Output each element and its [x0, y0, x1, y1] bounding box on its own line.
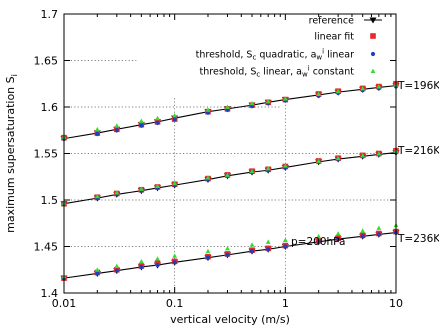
threshold-linear-point	[265, 165, 271, 171]
threshold-quadratic-point	[316, 239, 321, 244]
grid-lines	[64, 60, 396, 293]
y-tick-label: 1.45	[34, 241, 59, 254]
threshold-linear-point	[376, 225, 382, 230]
threshold-quadratic-point	[225, 252, 230, 257]
threshold-quadratic-point	[155, 263, 160, 268]
threshold-quadratic-point	[336, 236, 341, 242]
threshold-linear-point	[114, 263, 120, 269]
threshold-linear-point	[335, 155, 341, 161]
threshold-linear-point	[282, 237, 288, 242]
threshold-linear-point	[376, 151, 382, 156]
threshold-quadratic-point	[139, 123, 144, 128]
legend-label: reference	[309, 16, 355, 27]
y-axis-label: maximum supersaturation Si	[4, 74, 19, 233]
x-tick-label: 0.01	[52, 297, 77, 310]
x-axis-label: vertical velocity (m/s)	[170, 313, 290, 326]
threshold-quadratic-point	[249, 249, 255, 254]
y-tick-label: 1.7	[41, 8, 59, 21]
y-tick-label: 1.65	[34, 55, 59, 68]
threshold-quadratic-point	[172, 260, 177, 265]
x-tick-label: 10	[389, 297, 403, 310]
threshold-quadratic-point	[95, 131, 100, 137]
threshold-quadratic-point	[114, 128, 119, 133]
threshold-quadratic-point	[376, 232, 381, 237]
y-tick-label: 1.6	[41, 101, 59, 114]
threshold-linear-point	[249, 100, 255, 106]
legend-marker	[369, 17, 377, 24]
threshold-linear-point	[360, 228, 366, 233]
legend-label: linear fit	[314, 32, 354, 43]
legend-label: threshold, Sc linear, awi constant	[200, 65, 355, 79]
temperature-label-236k: T=236K	[397, 233, 439, 245]
pressure-annotation: p=200hPa	[291, 236, 345, 248]
threshold-quadratic-point	[283, 244, 288, 249]
threshold-linear-point	[94, 126, 100, 132]
y-axis-label-main: maximum supersaturation S	[4, 76, 17, 232]
threshold-linear-point	[172, 180, 178, 186]
legend-marker	[370, 51, 376, 57]
temperature-label-196k: T=196K	[397, 80, 439, 92]
threshold-linear-point	[282, 96, 288, 101]
threshold-quadratic-point	[139, 264, 144, 270]
threshold-linear-point	[138, 118, 144, 123]
series-threshold-sc-linear-aw-i-constant	[61, 82, 399, 279]
axis-ticks: 1.4 1.45 1.5 1.55 1.6 1.65 1.7 0.01 0.1 1 10	[34, 8, 404, 310]
threshold-linear-point	[155, 115, 160, 121]
series-line	[63, 232, 397, 279]
threshold-quadratic-point	[172, 116, 177, 122]
threshold-quadratic-point	[205, 255, 211, 260]
legend-marker	[370, 68, 376, 73]
threshold-linear-point	[316, 158, 322, 163]
threshold-linear-point	[114, 123, 120, 128]
threshold-linear-point	[172, 112, 178, 118]
threshold-quadratic-point	[155, 120, 160, 125]
threshold-linear-point	[205, 248, 211, 254]
threshold-linear-point	[225, 172, 230, 177]
y-axis-label-subscript: i	[10, 74, 19, 76]
threshold-linear-point	[316, 233, 322, 239]
threshold-linear-point	[155, 256, 160, 261]
threshold-linear-point	[360, 86, 366, 91]
threshold-linear-point	[265, 99, 271, 104]
legend-label: threshold, Sc quadratic, awi linear	[196, 48, 354, 62]
series-layer	[60, 80, 400, 282]
threshold-quadratic-point	[114, 268, 119, 273]
threshold-linear-point	[249, 168, 255, 174]
threshold-linear-point	[155, 183, 160, 189]
x-tick-label: 1	[282, 297, 289, 310]
y-tick-label: 1.55	[34, 148, 59, 161]
legend: reference linear fit threshold, Sc quadrat…	[196, 16, 382, 79]
threshold-linear-point	[205, 107, 211, 112]
threshold-linear-point	[335, 231, 341, 236]
threshold-linear-point	[265, 239, 271, 244]
threshold-linear-point	[249, 242, 255, 247]
threshold-linear-point	[94, 193, 100, 199]
temperature-label-216k: T=216K	[397, 145, 439, 157]
threshold-linear-point	[360, 152, 366, 158]
threshold-linear-point	[205, 175, 211, 180]
threshold-quadratic-point	[95, 271, 100, 276]
series-line	[63, 152, 397, 205]
threshold-quadratic-point	[360, 234, 365, 239]
threshold-linear-point	[225, 104, 230, 109]
threshold-linear-point	[376, 84, 382, 89]
threshold-linear-point	[316, 91, 322, 96]
threshold-linear-point	[225, 245, 230, 251]
threshold-linear-point	[335, 88, 341, 94]
threshold-linear-point	[282, 163, 288, 168]
threshold-quadratic-point	[266, 247, 271, 252]
y-tick-label: 1.5	[41, 194, 59, 207]
threshold-linear-point	[172, 253, 178, 258]
y-tick-label: 1.4	[41, 287, 59, 300]
x-tick-label: 0.1	[166, 297, 184, 310]
threshold-linear-point	[94, 267, 100, 272]
threshold-linear-point	[138, 258, 144, 264]
threshold-linear-point	[114, 190, 120, 195]
threshold-linear-point	[138, 186, 144, 191]
legend-marker	[370, 33, 376, 39]
series-line	[63, 85, 397, 140]
